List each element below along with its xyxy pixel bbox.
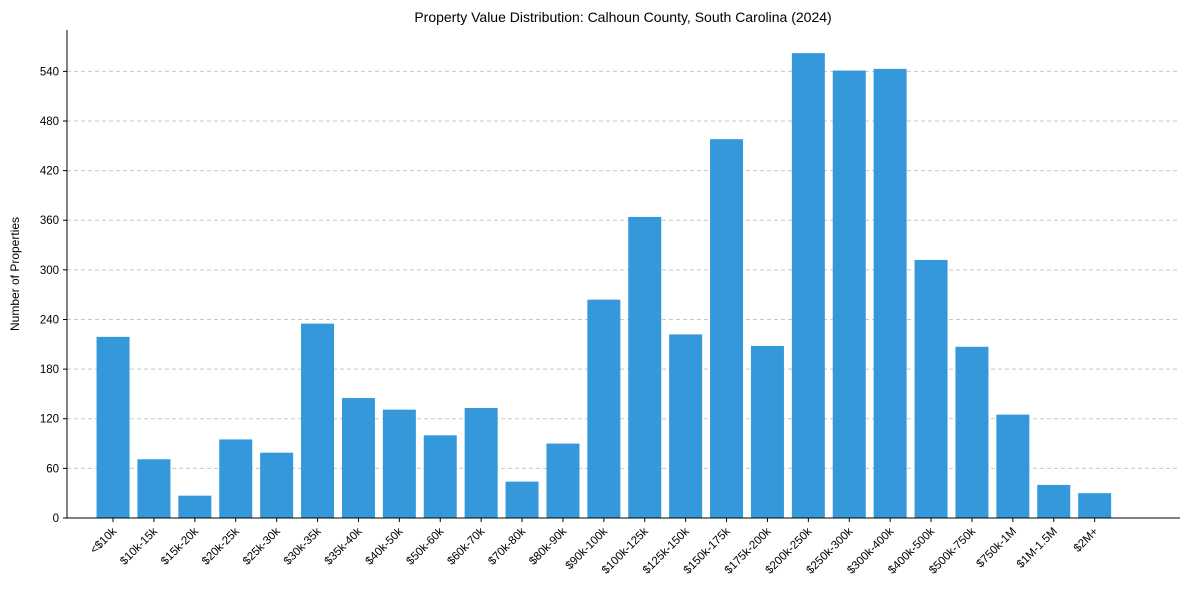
x-tick-label: $2M+ (1072, 525, 1101, 554)
bars (96, 53, 1112, 519)
bar (955, 346, 989, 518)
bar (464, 407, 498, 518)
bar (750, 345, 784, 518)
bar (341, 398, 375, 518)
bar (260, 452, 294, 518)
y-tick-label: 480 (40, 116, 59, 128)
y-tick-label: 420 (40, 166, 59, 178)
x-tick-label: $30k-35k (282, 525, 324, 567)
gridlines (67, 70, 1180, 469)
bar (996, 414, 1030, 518)
y-axis-label: Number of Properties (8, 217, 22, 331)
bar (791, 53, 825, 518)
x-tick-label: $40k-50k (364, 525, 406, 567)
x-tick-label: $15k-20k (159, 525, 201, 567)
x-tick-label: $750k-1M (974, 526, 1019, 571)
x-tick-label: $70k-80k (486, 525, 528, 567)
x-tick-label: $35k-40k (323, 525, 365, 567)
bar (628, 216, 662, 518)
bar (301, 323, 335, 518)
x-tick-label: $10k-15k (118, 525, 160, 567)
bar (137, 459, 171, 518)
bar (423, 435, 457, 518)
x-tick-label: $20k-25k (200, 525, 242, 567)
y-tick-label: 180 (40, 364, 59, 376)
x-tick-label: <$10k (88, 525, 119, 556)
x-tick-label: $80k-90k (527, 525, 569, 567)
x-tick-label: $50k-60k (404, 525, 446, 567)
bar (832, 70, 866, 519)
bar (546, 443, 580, 518)
chart-title: Property Value Distribution: Calhoun Cou… (414, 9, 831, 25)
bar (710, 139, 744, 518)
bar (914, 259, 948, 518)
y-tick-label: 0 (53, 513, 59, 525)
bar (1078, 493, 1112, 518)
y-tick-label: 540 (40, 66, 59, 78)
bar (669, 334, 703, 518)
bar (96, 336, 130, 518)
bar (382, 409, 416, 518)
axes (66, 30, 1180, 519)
bar (178, 495, 212, 518)
bar (1037, 484, 1071, 518)
y-tick-label: 360 (40, 215, 59, 227)
y-tick-label: 300 (40, 265, 59, 277)
x-tick-label: $1M-1.5M (1015, 526, 1060, 571)
y-ticks: 0 60 120 180 240 300 360 420 480 540 (40, 66, 67, 525)
y-tick-label: 240 (40, 314, 59, 326)
x-tick-label: $25k-30k (241, 525, 283, 567)
bar (873, 68, 907, 518)
x-tick-label: $60k-70k (445, 525, 487, 567)
x-ticks: <$10k$10k-15k$15k-20k$20k-25k$25k-30k$30… (88, 518, 1101, 577)
bar (587, 299, 621, 518)
y-tick-label: 120 (40, 414, 59, 426)
bar (505, 481, 539, 518)
y-tick-label: 60 (46, 463, 59, 475)
bar (219, 439, 253, 518)
